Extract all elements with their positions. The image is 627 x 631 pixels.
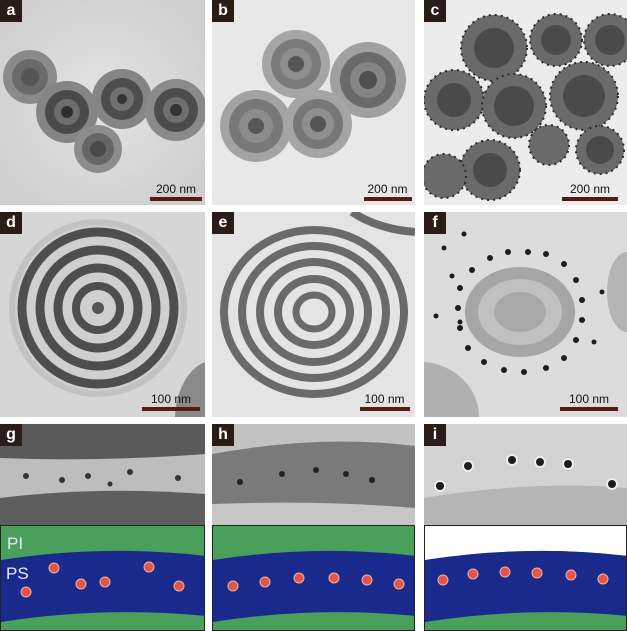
panel-label: e xyxy=(212,212,234,234)
schematic-g: PI PS xyxy=(0,525,205,631)
panel-h: h xyxy=(212,424,415,525)
tem-image-b xyxy=(212,0,415,205)
scale-bar: 100 nm xyxy=(140,393,202,411)
scale-text: 200 nm xyxy=(155,182,197,196)
layer-schematic-g xyxy=(1,526,204,630)
schematic-h xyxy=(212,525,415,631)
tem-image-e xyxy=(212,212,415,417)
particle-1 xyxy=(3,50,57,104)
panel-label: c xyxy=(424,0,446,22)
schematic-i xyxy=(424,525,627,631)
scale-bar: 100 nm xyxy=(558,393,620,411)
tem-image-i xyxy=(424,424,627,525)
scale-bar: 200 nm xyxy=(360,183,415,201)
panel-label: i xyxy=(424,424,446,446)
scale-text: 100 nm xyxy=(150,392,192,406)
panel-label: h xyxy=(212,424,234,446)
panel-label: d xyxy=(0,212,22,234)
layer-schematic-i xyxy=(425,526,626,630)
tem-image-a xyxy=(0,0,205,205)
tem-image-f xyxy=(424,212,627,417)
tem-image-g xyxy=(0,424,205,525)
tem-image-c xyxy=(424,0,627,205)
panel-d: d 100 nm xyxy=(0,212,205,417)
panel-label: f xyxy=(424,212,446,234)
scale-text: 100 nm xyxy=(568,392,610,406)
tem-image-h xyxy=(212,424,415,525)
panel-e: e 100 nm xyxy=(212,212,415,417)
panel-g: g xyxy=(0,424,205,525)
panel-label: a xyxy=(0,0,22,22)
panel-a: a 200 nm xyxy=(0,0,205,205)
panel-f: f 100 nm xyxy=(424,212,627,417)
panel-i: i xyxy=(424,424,627,525)
scale-text: 200 nm xyxy=(569,182,611,196)
panel-label: g xyxy=(0,424,22,446)
scale-text: 200 nm xyxy=(367,182,408,196)
scale-bar: 100 nm xyxy=(356,393,413,411)
scale-text: 100 nm xyxy=(364,392,405,406)
panel-c: c 200 nm xyxy=(424,0,627,205)
ps-layer-label: PS xyxy=(6,564,29,583)
tem-image-d xyxy=(0,212,205,417)
pi-layer-label: PI xyxy=(7,534,24,553)
scale-bar: 200 nm xyxy=(146,183,205,201)
panel-b: b 200 nm xyxy=(212,0,415,205)
layer-schematic-h xyxy=(213,526,414,630)
panel-label: b xyxy=(212,0,234,22)
scale-bar: 200 nm xyxy=(560,183,620,201)
